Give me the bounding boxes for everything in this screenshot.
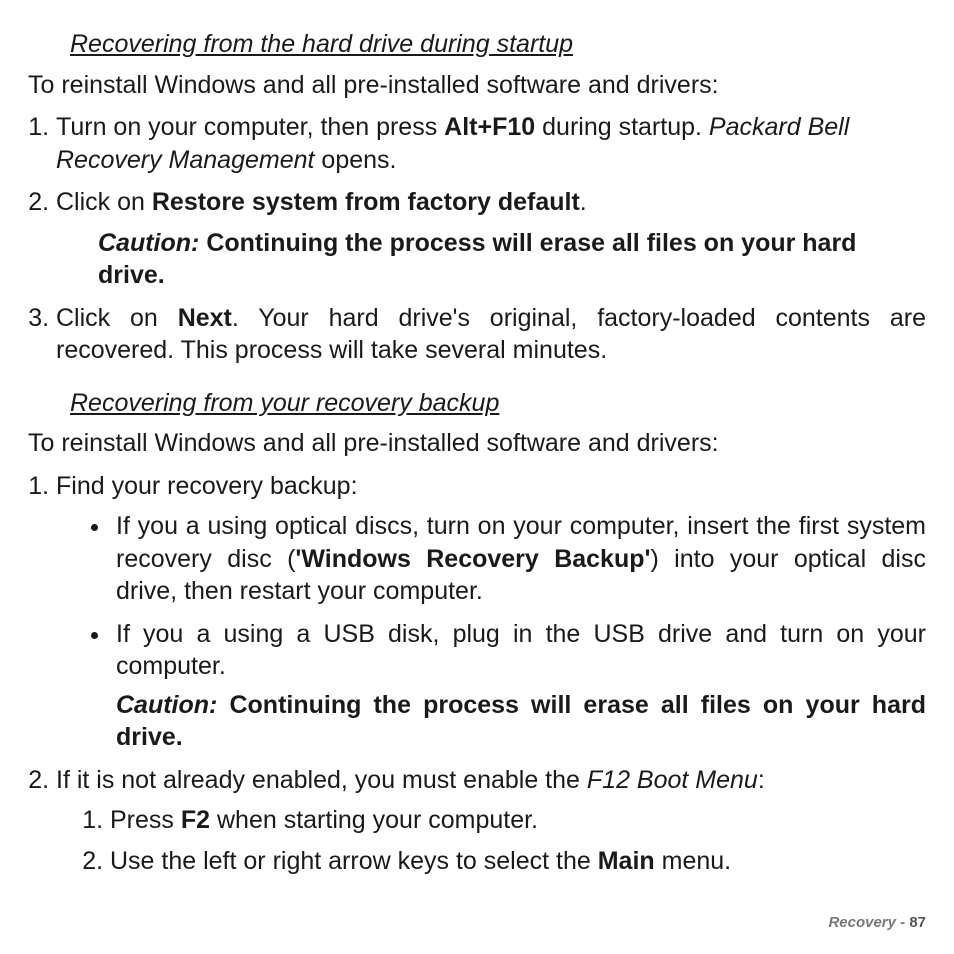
footer-page-number: 87 bbox=[909, 914, 926, 931]
menu-name: F12 Boot Menu bbox=[587, 766, 758, 794]
section1-step-1: Turn on your computer, then press Alt+F1… bbox=[56, 111, 926, 176]
section2-bullets: If you a using optical discs, turn on yo… bbox=[56, 510, 926, 754]
text: If it is not already enabled, you must e… bbox=[56, 766, 587, 794]
footer-section: Recovery - bbox=[828, 914, 909, 931]
section1-step-3: Click on Next. Your hard drive's origina… bbox=[56, 302, 926, 367]
caution-label: Caution: bbox=[116, 691, 217, 719]
key-combo: Alt+F10 bbox=[444, 113, 535, 141]
caution-text: Continuing the process will erase all fi… bbox=[98, 229, 856, 290]
text: when starting your computer. bbox=[210, 806, 538, 834]
action-label: Next bbox=[178, 304, 232, 332]
section-heading-1: Recovering from the hard drive during st… bbox=[70, 28, 926, 61]
bullet-usb-disk: If you a using a USB disk, plug in the U… bbox=[112, 618, 926, 754]
action-label: Restore system from factory default bbox=[152, 188, 580, 216]
section2-intro: To reinstall Windows and all pre-install… bbox=[28, 427, 926, 460]
section2-step-2: If it is not already enabled, you must e… bbox=[56, 764, 926, 878]
text: . bbox=[580, 188, 587, 216]
page-footer: Recovery - 87 bbox=[828, 913, 926, 933]
text: during startup. bbox=[535, 113, 709, 141]
text: Press bbox=[110, 806, 181, 834]
section1-intro: To reinstall Windows and all pre-install… bbox=[28, 69, 926, 102]
section2-step-1: Find your recovery backup: If you a usin… bbox=[56, 470, 926, 754]
caution-block-1: Caution: Continuing the process will era… bbox=[98, 227, 926, 292]
section1-steps: Turn on your computer, then press Alt+F1… bbox=[28, 111, 926, 367]
text: opens. bbox=[314, 146, 396, 174]
text: Click on bbox=[56, 188, 152, 216]
text: Find your recovery backup: bbox=[56, 472, 358, 500]
section2-steps: Find your recovery backup: If you a usin… bbox=[28, 470, 926, 878]
substep-2: Use the left or right arrow keys to sele… bbox=[110, 845, 926, 878]
caution-block-2: Caution: Continuing the process will era… bbox=[116, 689, 926, 754]
section-heading-2: Recovering from your recovery backup bbox=[70, 387, 926, 420]
bullet-optical-discs: If you a using optical discs, turn on yo… bbox=[112, 510, 926, 608]
substep-1: Press F2 when starting your computer. bbox=[110, 804, 926, 837]
text: : bbox=[758, 766, 765, 794]
disc-label: 'Windows Recovery Backup' bbox=[295, 545, 650, 573]
text: Use the left or right arrow keys to sele… bbox=[110, 847, 598, 875]
caution-label: Caution: bbox=[98, 229, 199, 257]
text: Click on bbox=[56, 304, 178, 332]
caution-text: Continuing the process will erase all fi… bbox=[116, 691, 926, 752]
section2-substeps: Press F2 when starting your computer. Us… bbox=[56, 804, 926, 877]
text: If you a using a USB disk, plug in the U… bbox=[116, 620, 926, 681]
section1-step-2: Click on Restore system from factory def… bbox=[56, 186, 926, 292]
menu-label: Main bbox=[598, 847, 655, 875]
key-label: F2 bbox=[181, 806, 210, 834]
text: Turn on your computer, then press bbox=[56, 113, 444, 141]
text: menu. bbox=[655, 847, 731, 875]
